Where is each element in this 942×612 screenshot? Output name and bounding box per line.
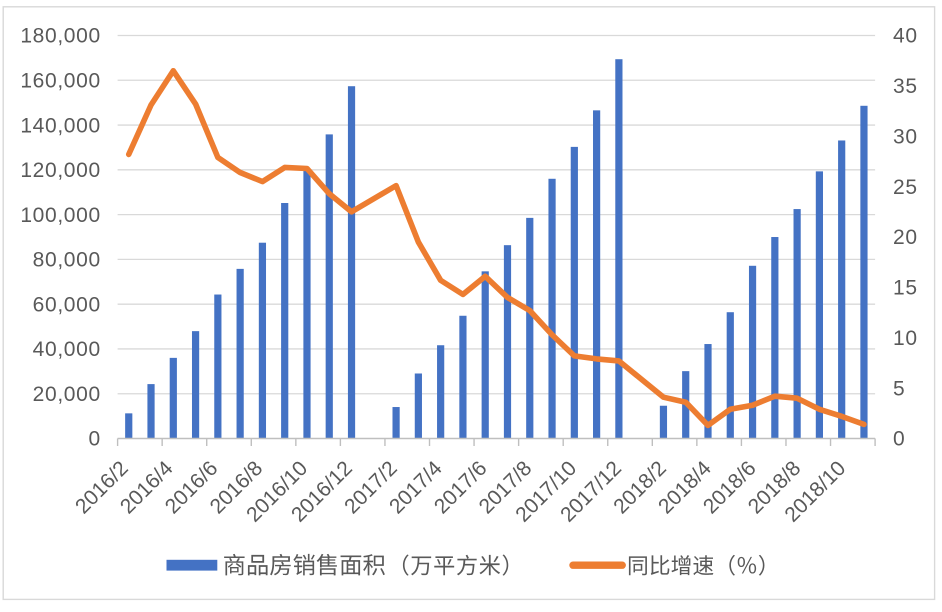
svg-text:0: 0: [893, 428, 905, 451]
svg-text:80,000: 80,000: [33, 249, 101, 272]
svg-text:25: 25: [893, 176, 918, 199]
svg-text:160,000: 160,000: [20, 69, 100, 92]
svg-text:20,000: 20,000: [33, 383, 101, 406]
svg-text:40: 40: [893, 25, 918, 48]
svg-text:0: 0: [88, 428, 100, 451]
svg-text:10: 10: [893, 327, 918, 350]
svg-text:20: 20: [893, 226, 918, 249]
svg-text:100,000: 100,000: [20, 204, 100, 227]
svg-text:30: 30: [893, 125, 918, 148]
svg-text:15: 15: [893, 277, 918, 300]
svg-text:5: 5: [893, 377, 905, 400]
svg-text:180,000: 180,000: [20, 25, 100, 48]
svg-text:40,000: 40,000: [33, 338, 101, 361]
svg-text:60,000: 60,000: [33, 293, 101, 316]
svg-text:35: 35: [893, 75, 918, 98]
svg-text:120,000: 120,000: [20, 159, 100, 182]
svg-text:140,000: 140,000: [20, 114, 100, 137]
